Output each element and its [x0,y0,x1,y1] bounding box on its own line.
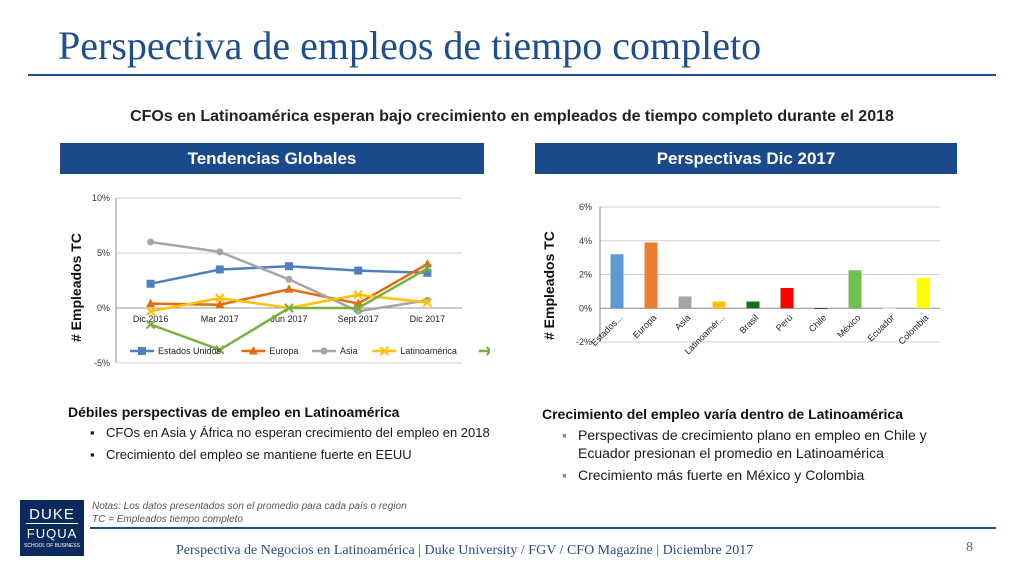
left-bullet-text: Crecimiento del empleo se mantiene fuert… [106,447,412,462]
line-chart-y-tick: -5% [94,358,110,368]
bar [848,270,862,309]
line-data-point [146,279,155,288]
footer-divider [90,527,996,529]
right-heading: Crecimiento del empleo varía dentro de L… [542,406,903,422]
logo-school: SCHOOL OF BUSINESS [24,543,80,549]
duke-fuqua-logo: DUKE FUQUA SCHOOL OF BUSINESS [20,500,84,556]
bar [644,242,658,309]
bar-chart-y-tick: 6% [579,202,592,212]
bar [814,308,828,310]
title-divider [28,74,996,76]
legend-marker [379,346,390,356]
bar [882,308,896,310]
bar [610,254,624,309]
line-chart-x-tick: Sept 2017 [338,314,379,324]
line-data-point [285,262,293,271]
line-data-point [216,248,224,256]
bar-chart-y-tick: 4% [579,236,592,246]
line-data-point [215,299,225,309]
footer-text: Perspectiva de Negocios en Latinoamérica… [176,543,754,558]
line-data-point [145,306,156,317]
bullet-marker: ▪ [562,427,567,443]
bar [780,288,794,309]
legend-marker [485,346,490,352]
bullet-marker: ▪ [90,425,95,440]
line-data-point [285,275,293,283]
legend-label: Estados Unidos [158,346,222,356]
line-data-point [215,265,224,274]
legend-marker [320,347,328,355]
line-chart-x-tick: Dic 2017 [410,314,446,324]
line-data-point [215,293,225,303]
legend-label: Europa [269,346,298,356]
bar-chart-x-tick: Asia [673,313,692,332]
line-data-point [422,297,433,308]
bar-chart: -2%0%2%4%6% Estados... Europa AsiaLatinoam… [576,202,940,356]
page-number: 8 [966,540,973,555]
bar-chart-x-tick: Chile [807,313,829,335]
line-data-point [145,319,156,330]
line-data-point [354,266,363,275]
line-data-point [422,263,433,274]
legend-marker [138,347,146,355]
bar [678,296,692,309]
logo-fuqua: FUQUA [26,526,78,541]
notes-line-1: Notas: Los datos presentados son el prom… [92,501,407,512]
slide-subtitle: CFOs en Latinoamérica esperan bajo creci… [130,108,894,125]
bar-chart-y-tick: 0% [579,303,592,313]
line-chart-x-tick: Mar 2017 [201,314,239,324]
logo-duke: DUKE [26,500,78,524]
notes: Notas: Los datos presentados son el prom… [92,500,407,526]
line-data-point [147,238,155,246]
line-chart-x-tick: Jun 2017 [270,314,307,324]
left-commentary: Débiles perspectivas de empleo en Latino… [68,404,494,468]
line-data-point [353,303,363,313]
legend-label: Latinoamérica [400,346,457,356]
bar-chart-y-tick: -2% [576,337,592,347]
slide-title: Perspectiva de empleos de tiempo complet… [58,23,762,68]
left-bullet: ▪ Crecimiento del empleo se mantiene fuer… [84,446,494,464]
notes-line-2: TC = Empleados tiempo completo [92,514,243,525]
legend-label: Asia [340,346,358,356]
line-chart-y-tick: 10% [92,193,110,203]
line-data-point [284,303,294,313]
line-data-point [215,345,225,355]
right-bullet: ▪ Crecimiento más fuerte en México y Colo… [556,466,966,484]
line-data-point [146,298,156,308]
legend-marker [485,350,490,356]
line-chart-y-tick: 5% [97,248,110,258]
bar-chart-y-axis-title: # Empleados TC [541,231,557,340]
bar-chart-x-tick: Estados... [589,313,624,348]
bar [916,277,930,309]
banner-outlook: Perspectivas Dic 2017 [535,143,957,174]
banner-global-trends: Tendencias Globales [60,143,484,174]
left-bullet: ▪ CFOs en Asia y África no esperan crecim… [84,424,494,442]
line-chart: -5% 0% 5% 10% Dic 2016 Mar 2017 Jun 2017 Sept … [92,193,490,368]
line-data-point [423,268,432,277]
bar-chart-x-tick: México [835,313,862,340]
bar-chart-x-tick: Ecuador [866,313,897,344]
bar-chart-x-tick: Colombia [896,313,930,347]
legend-marker [248,346,258,355]
right-bullet-text: Crecimiento más fuerte en México y Colom… [578,467,865,483]
line-data-point [284,284,294,293]
right-bullet-text: Perspectivas de crecimiento plano en emp… [578,427,927,461]
bar-chart-x-tick: Europa [631,313,659,341]
left-heading: Débiles perspectivas de empleo en Latino… [68,404,400,420]
bar [746,301,760,309]
bullet-marker: ▪ [90,447,95,462]
right-commentary: Crecimiento del empleo varía dentro de L… [542,406,966,488]
bar-chart-x-tick: Brasil [737,313,760,336]
line-chart-y-tick: 0% [97,303,110,313]
bar [712,301,726,309]
left-bullet-text: CFOs en Asia y África no esperan crecimi… [106,425,490,440]
bar-chart-x-tick: Perú [774,313,795,334]
bullet-marker: ▪ [562,467,567,483]
bar-chart-y-tick: 2% [579,270,592,280]
line-chart-x-tick: Dic 2016 [133,314,169,324]
line-data-point [353,290,363,300]
right-bullet: ▪ Perspectivas de crecimiento plano en em… [556,426,966,462]
